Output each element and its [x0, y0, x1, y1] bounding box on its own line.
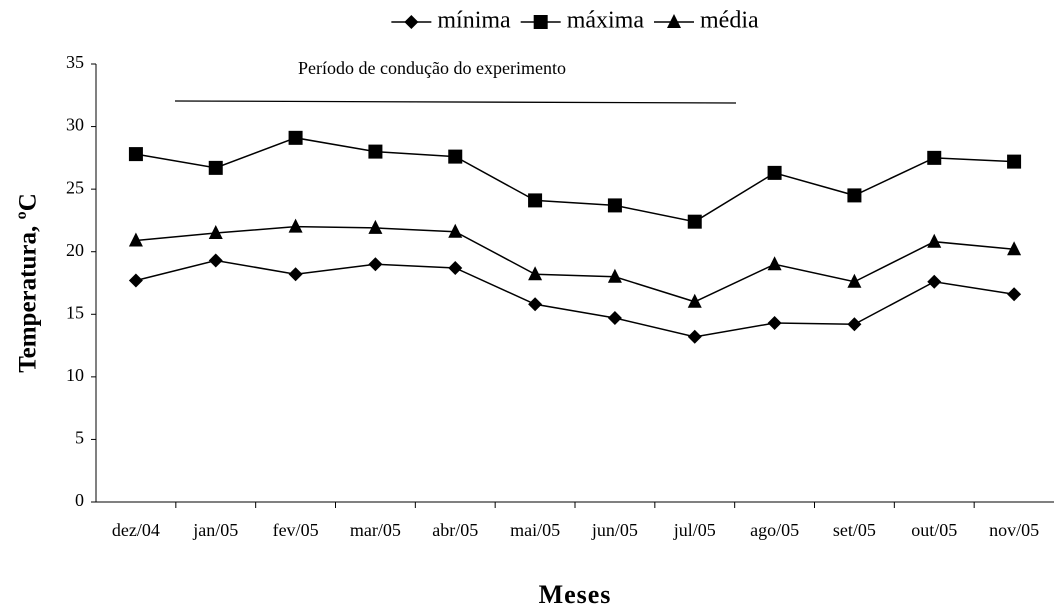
- legend-label: mínima: [437, 8, 511, 34]
- data-point: [607, 198, 622, 213]
- x-tick-label: fev/05: [273, 520, 319, 540]
- y-tick-label: 0: [75, 490, 84, 510]
- x-tick-label: jun/05: [591, 520, 638, 540]
- x-tick-label: jan/05: [192, 520, 238, 540]
- y-tick-label: 5: [75, 428, 84, 448]
- data-point: [607, 268, 622, 283]
- data-point: [448, 223, 463, 238]
- data-point: [128, 147, 143, 162]
- legend-label: máxima: [567, 8, 645, 34]
- data-point: [687, 293, 702, 308]
- data-point: [927, 274, 942, 289]
- data-point: [687, 329, 702, 344]
- legend-label: média: [700, 8, 759, 34]
- x-tick-label: set/05: [833, 520, 876, 540]
- series-line: [135, 225, 1015, 303]
- data-point: [208, 253, 223, 268]
- data-point: [368, 144, 383, 159]
- x-tick-label: nov/05: [989, 520, 1039, 540]
- data-point: [767, 316, 782, 331]
- data-point: [1007, 154, 1022, 169]
- data-point: [208, 160, 223, 175]
- x-tick-label: abr/05: [432, 520, 478, 540]
- data-point: [767, 165, 782, 180]
- data-point: [128, 273, 143, 288]
- data-point: [1007, 287, 1022, 302]
- y-axis-title: Temperatura, ºC: [15, 193, 42, 373]
- data-point: [288, 267, 303, 282]
- y-tick-label: 25: [66, 177, 84, 197]
- y-tick-label: 15: [66, 302, 84, 322]
- data-point: [528, 266, 543, 281]
- annotation: Período de condução do experimento: [298, 58, 566, 78]
- data-point: [368, 219, 383, 234]
- data-point: [1007, 241, 1022, 256]
- data-point: [368, 257, 383, 272]
- data-point: [687, 214, 702, 229]
- data-point: [288, 218, 303, 233]
- legend-marker: [533, 15, 548, 29]
- data-point: [128, 232, 143, 247]
- data-point: [927, 150, 942, 165]
- data-point: [767, 256, 782, 271]
- y-tick-label: 35: [66, 52, 84, 72]
- legend-marker: [404, 15, 419, 29]
- series-line: [135, 137, 1015, 223]
- x-tick-label: jul/05: [673, 520, 716, 540]
- data-point: [927, 233, 942, 248]
- data-point: [448, 260, 463, 275]
- data-point: [528, 193, 543, 208]
- x-tick-label: ago/05: [750, 520, 799, 540]
- annotation-line: [174, 100, 737, 104]
- data-point: [847, 188, 862, 203]
- data-point: [528, 297, 543, 312]
- data-point: [208, 224, 223, 239]
- x-tick-label: dez/04: [112, 520, 160, 540]
- x-tick-label: mai/05: [510, 520, 560, 540]
- data-point: [847, 273, 862, 288]
- data-point: [448, 149, 463, 164]
- data-point: [288, 130, 303, 145]
- y-tick-label: 10: [66, 365, 84, 385]
- y-tick-label: 30: [66, 115, 84, 135]
- data-point: [847, 317, 862, 332]
- legend-marker: [667, 14, 681, 28]
- y-tick-label: 20: [66, 240, 84, 260]
- x-tick-label: mar/05: [350, 520, 401, 540]
- series-line: [135, 259, 1015, 338]
- x-axis-title: Meses: [539, 580, 612, 609]
- x-tick-label: out/05: [911, 520, 957, 540]
- data-point: [607, 311, 622, 326]
